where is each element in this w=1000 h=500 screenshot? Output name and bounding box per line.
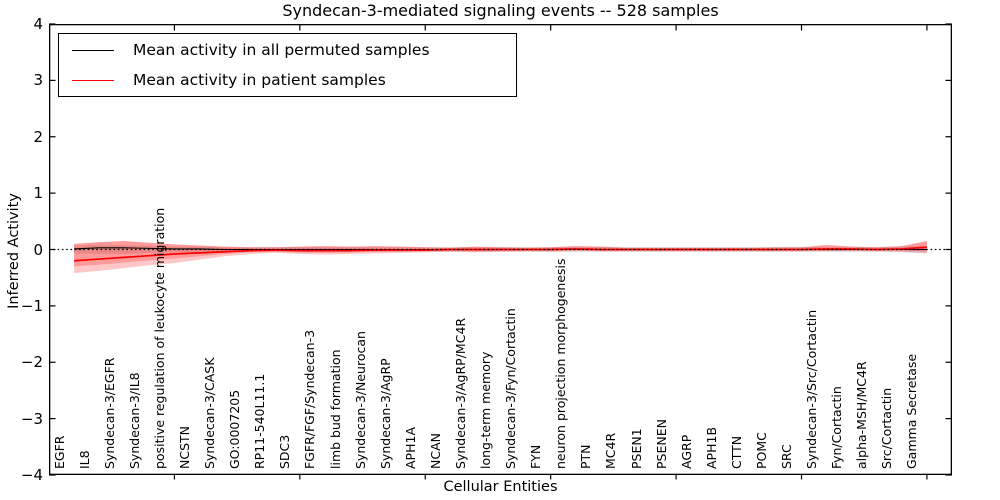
x-category-label: APH1A: [402, 427, 418, 469]
plot-area: [48, 23, 953, 480]
x-category-label: Syndecan-3/CASK: [202, 357, 218, 469]
y-tick-label: 1: [33, 184, 43, 203]
x-category-label: PSEN1: [628, 428, 644, 469]
y-tick-label: 2: [33, 127, 43, 146]
y-tick-label: −4: [20, 466, 43, 484]
chart-title: Syndecan-3-mediated signaling events -- …: [282, 1, 719, 20]
plot-border: [48, 23, 953, 476]
x-category-label: FGFR/FGF/Syndecan-3: [302, 329, 318, 469]
x-category-label: FYN: [528, 444, 544, 469]
x-category-label: EGFR: [51, 435, 67, 469]
legend: Mean activity in all permuted samples Me…: [58, 33, 517, 97]
legend-entry-patient: Mean activity in patient samples: [59, 66, 516, 94]
y-tick-label: −2: [20, 353, 43, 372]
x-category-label: PTN: [578, 444, 594, 469]
x-category-label: limb bud formation: [327, 349, 343, 469]
legend-line-patient-samples: [72, 79, 114, 81]
x-category-label: Syndecan-3/Src/Cortactin: [804, 309, 820, 469]
x-category-label: positive regulation of leukocyte migrati…: [151, 207, 167, 469]
y-tick-label: −1: [20, 296, 43, 315]
x-category-label: CTTN: [728, 435, 744, 469]
x-category-label: GO:0007205: [227, 389, 243, 469]
y-tick-label: −3: [20, 409, 43, 428]
legend-label-permuted: Mean activity in all permuted samples: [133, 41, 430, 59]
x-category-label: Gamma Secretase: [904, 353, 920, 469]
x-category-label: APH1B: [703, 426, 719, 469]
x-category-label: RP11-540L11.1: [252, 373, 268, 469]
x-category-label: POMC: [753, 432, 769, 469]
x-category-label: neuron projection morphogenesis: [553, 258, 569, 469]
legend-entry-permuted: Mean activity in all permuted samples: [59, 36, 516, 64]
legend-label-patient: Mean activity in patient samples: [133, 71, 386, 89]
x-category-label: long-term memory: [478, 351, 493, 469]
x-category-label: Syndecan-3/Neurocan: [352, 331, 368, 469]
x-category-label: MC4R: [603, 432, 619, 469]
x-category-label: NCSTN: [177, 426, 192, 469]
x-category-label: SRC: [779, 444, 794, 469]
legend-line-permuted-samples: [72, 49, 114, 51]
patient-std-band-inner: [74, 241, 927, 267]
x-category-label: alpha-MSH/MC4R: [854, 361, 870, 469]
x-category-label: SDC3: [277, 434, 293, 469]
y-tick-label: 3: [33, 71, 43, 90]
x-category-label: Src/Cortactin: [879, 387, 895, 469]
y-tick-label: 4: [33, 15, 43, 33]
x-category-label: Syndecan-3/AgRP/MC4R: [452, 317, 468, 469]
y-tick-label: 0: [33, 240, 43, 259]
x-axis-label: Cellular Entities: [443, 479, 558, 495]
x-category-label: Syndecan-3/Fyn/Cortactin: [503, 308, 519, 469]
x-category-label: NCAN: [427, 433, 443, 469]
x-category-label: PSENEN: [653, 419, 669, 469]
x-category-label: Syndecan-3/EGFR: [101, 357, 117, 469]
x-category-label: Fyn/Cortactin: [829, 386, 845, 469]
x-category-label: Syndecan-3/IL8: [126, 372, 142, 469]
x-category-label: Syndecan-3/AgRP: [377, 358, 393, 469]
x-category-label: AGRP: [678, 434, 694, 469]
x-category-label: IL8: [76, 450, 92, 469]
